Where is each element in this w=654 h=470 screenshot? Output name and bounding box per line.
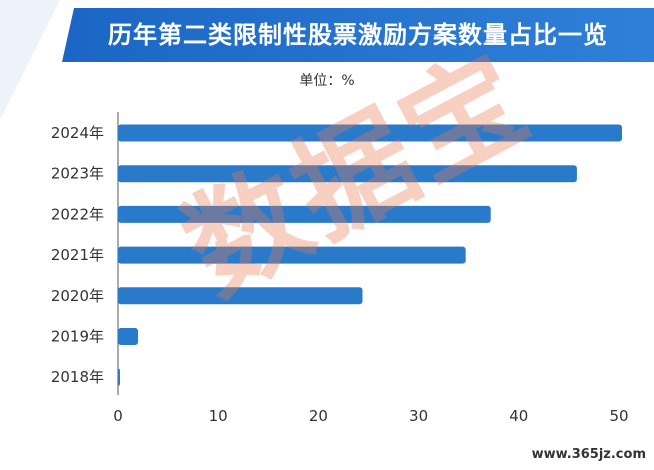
y-tick-label: 2019年 <box>51 328 104 346</box>
y-tick-label: 2024年 <box>51 124 104 142</box>
x-tick-label: 30 <box>409 407 428 425</box>
y-tick-label: 2023年 <box>51 165 104 183</box>
background-decoration <box>0 0 60 120</box>
y-tick-label: 2022年 <box>51 205 104 223</box>
bar <box>118 165 577 183</box>
site-url: www.365jz.com <box>531 447 646 462</box>
bar <box>118 124 623 142</box>
x-tick-label: 40 <box>509 407 528 425</box>
y-tick-label: 2020年 <box>51 287 104 305</box>
unit-label: 单位：% <box>299 73 355 89</box>
bar <box>118 205 491 223</box>
bar <box>118 287 363 305</box>
bar <box>118 368 121 386</box>
title-banner: 历年第二类限制性股票激励方案数量占比一览 <box>62 8 654 62</box>
y-tick-label: 2018年 <box>51 368 104 386</box>
y-tick-label: 2021年 <box>51 246 104 264</box>
bar <box>118 328 139 345</box>
chart-title: 历年第二类限制性股票激励方案数量占比一览 <box>108 21 608 49</box>
bar <box>118 246 466 264</box>
x-tick-label: 10 <box>209 407 228 425</box>
x-tick-label: 50 <box>609 407 628 425</box>
x-tick-label: 20 <box>309 407 328 425</box>
x-tick-label: 0 <box>113 407 123 425</box>
